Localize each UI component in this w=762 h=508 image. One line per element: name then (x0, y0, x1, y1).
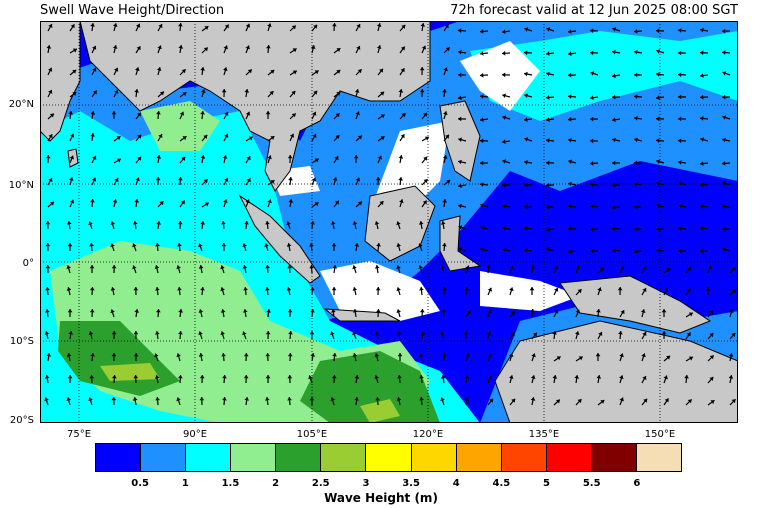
lat-label-equator: 0° (22, 258, 34, 269)
legend-swatch (456, 444, 502, 471)
legend-tick-label: 1.5 (221, 478, 240, 489)
legend-swatch (366, 444, 412, 471)
legend-tick-label: 0.5 (131, 478, 149, 489)
legend-tick-label: 3.5 (402, 478, 420, 489)
legend-colorbar (95, 443, 682, 472)
wave-map[interactable] (40, 21, 738, 423)
chart-title-left: Swell Wave Height/Direction (40, 3, 225, 18)
landmasses (40, 21, 738, 423)
legend-swatch (276, 444, 322, 471)
lon-label-135e: 135°E (528, 429, 560, 440)
legend-swatch (591, 444, 637, 471)
lon-label-120e: 120°E (412, 429, 444, 440)
legend-swatch (231, 444, 277, 471)
sulawesi (439, 215, 482, 272)
legend-tick-label: 2.5 (311, 478, 330, 489)
legend-tick-label: 5.5 (582, 478, 601, 489)
legend-swatch (636, 444, 682, 471)
swell-direction-arrows (44, 22, 737, 406)
legend-tick-label: 4 (452, 478, 460, 489)
lon-label-105e: 105°E (296, 429, 328, 440)
wave-map-canvas (40, 21, 738, 423)
legend-swatch (411, 444, 457, 471)
legend-swatch (186, 444, 232, 471)
legend-tick-label: 1 (181, 478, 189, 489)
legend-swatch (546, 444, 592, 471)
lon-label-150e: 150°E (644, 429, 676, 440)
map-frame (40, 21, 738, 423)
sumatra (238, 194, 321, 284)
legend-tick-label: 2 (272, 478, 280, 489)
australia (494, 320, 738, 423)
wave-bands (40, 21, 738, 423)
legend-tick-label: 3 (362, 478, 370, 489)
legend-swatch (141, 444, 187, 471)
chart-title-right: 72h forecast valid at 12 Jun 2025 08:00 … (450, 3, 738, 18)
graticule (40, 21, 738, 423)
calm-zones (270, 41, 580, 321)
lon-label-90e: 90°E (182, 429, 208, 440)
legend-swatch (501, 444, 547, 471)
legend-swatch (321, 444, 367, 471)
lon-label-75e: 75°E (66, 429, 92, 440)
lat-label-20n: 20°N (8, 99, 34, 110)
lat-label-20s: 20°S (9, 415, 34, 426)
lat-label-10s: 10°S (9, 336, 34, 347)
java (323, 308, 401, 322)
legend-tick-label: 5 (543, 478, 551, 489)
mainland-asia (79, 21, 431, 192)
indian-subcontinent (40, 21, 81, 142)
legend-tick-label: 6 (633, 478, 641, 489)
legend-tick-label: 4.5 (492, 478, 511, 489)
legend-swatch (96, 444, 142, 471)
new-guinea (559, 275, 712, 334)
legend-title: Wave Height (m) (324, 491, 438, 505)
lat-label-10n: 10°N (8, 180, 34, 191)
